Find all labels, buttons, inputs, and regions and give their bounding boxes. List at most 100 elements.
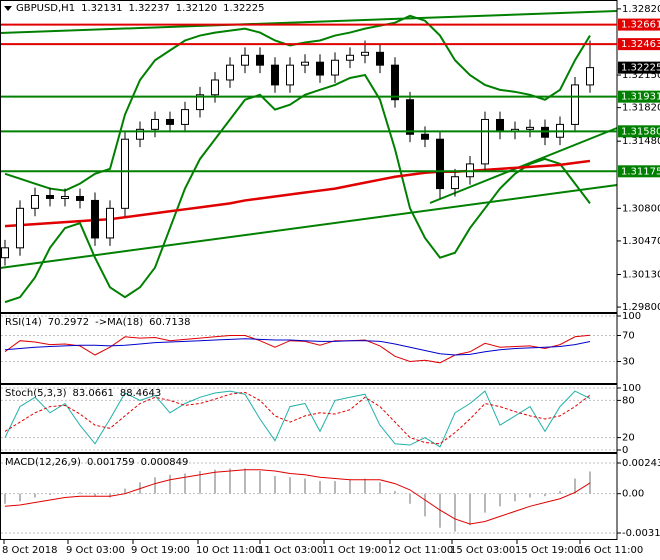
y-tick-label: 1.29800 [622, 302, 660, 313]
histogram-bar [409, 493, 411, 504]
histogram-bar [79, 492, 81, 494]
trend-line [0, 10, 618, 34]
candle-body [301, 61, 309, 66]
histogram-bar [514, 493, 516, 502]
histogram-bar [139, 482, 141, 494]
candle-body [61, 195, 69, 199]
candle-body [16, 207, 24, 249]
histogram-bar [529, 493, 531, 498]
histogram-bar [559, 491, 561, 494]
ohlc-value: 1.32237 [128, 3, 169, 14]
level-label: 1.32463 [621, 39, 660, 50]
candle-body [46, 194, 54, 199]
histogram-bar [94, 493, 96, 497]
indicator-value: 83.0661 [72, 388, 113, 399]
histogram-bar [304, 478, 306, 494]
candle-body [211, 79, 219, 96]
level-label: 1.31931 [621, 92, 660, 103]
candle-body [526, 126, 534, 130]
histogram-bar [379, 482, 381, 494]
indicator-line [4, 391, 591, 445]
histogram-bar [364, 478, 366, 494]
candle-body [571, 84, 579, 125]
indicator-line [4, 334, 591, 364]
histogram-bar [334, 481, 336, 494]
candle-body [376, 51, 384, 66]
y-tick-label: 1.31480 [622, 136, 660, 147]
candle-body [496, 118, 504, 132]
x-tick-label: 8 Oct 2018 [2, 545, 57, 556]
candle-body [136, 128, 144, 140]
indicator-line [4, 469, 591, 525]
indicator-value: 60.7138 [149, 317, 190, 328]
panel-frame [0, 0, 618, 313]
y-tick-label: 1.31820 [622, 103, 660, 114]
indicator-name: Stoch(5,3,3) [5, 388, 67, 399]
histogram-bar [4, 493, 6, 504]
candle-body [181, 109, 189, 125]
candle-body [106, 207, 114, 239]
level-label: 1.31580 [621, 126, 660, 137]
histogram-bar [574, 478, 576, 494]
y-tick-label: 1.32820 [622, 4, 660, 15]
histogram-bar [19, 493, 21, 502]
candle-body [166, 118, 174, 125]
histogram-bar [124, 488, 126, 494]
y-tick-label: 20 [622, 433, 635, 444]
histogram-bar [229, 468, 231, 494]
level-label-box [618, 125, 660, 138]
x-tick-label: 15 Oct 03:00 [450, 545, 515, 556]
current-price-label: 1.32225 [621, 63, 660, 74]
histogram-bar [484, 493, 486, 513]
candle-body [421, 133, 429, 140]
histogram-bar [259, 470, 261, 494]
y-tick-label: 1.30800 [622, 203, 660, 214]
histogram-bar [319, 481, 321, 494]
histogram-bar [394, 491, 396, 494]
indicator-value: 0.000849 [141, 457, 189, 468]
candle-body [346, 54, 354, 61]
y-tick-label: 0 [622, 445, 628, 456]
panel-frame [0, 453, 618, 540]
indicator-name: MACD(12,26,9) [5, 457, 81, 468]
indicator-header: Stoch(5,3,3) 83.0661 88.4643 [5, 388, 161, 399]
candle-body [121, 138, 129, 209]
trend-line [0, 184, 618, 269]
chart-header: GBPUSD,H1 1.32131 1.32237 1.32120 1.32225 [16, 3, 265, 14]
histogram-bar [274, 476, 276, 494]
candle-body [391, 64, 399, 101]
ohlc-value: 1.32120 [176, 3, 217, 14]
level-label-box [618, 38, 660, 51]
level-label-box [618, 90, 660, 103]
histogram-bar [109, 493, 111, 498]
indicator-value: 70.2972 [48, 317, 89, 328]
y-tick-label: 100 [622, 311, 641, 322]
y-tick-label: -0.003115 [622, 528, 660, 539]
indicator-line [4, 338, 591, 356]
symbol: GBPUSD,H1 [16, 3, 75, 14]
histogram-bar [349, 479, 351, 494]
indicator-value: 88.4643 [120, 388, 161, 399]
x-tick-label: 9 Oct 03:00 [66, 545, 125, 556]
candle-body [196, 94, 204, 111]
x-tick-label: 12 Oct 11:00 [388, 545, 453, 556]
level-label-box [618, 165, 660, 178]
histogram-bar [469, 493, 471, 526]
x-tick-label: 10 Oct 11:00 [196, 545, 261, 556]
candle-body [151, 118, 159, 130]
candle-body [31, 194, 39, 209]
candle-body [241, 54, 249, 66]
y-tick-label: 0.002431 [622, 458, 660, 469]
y-tick-label: 70 [622, 331, 635, 342]
trend-line [429, 127, 618, 204]
histogram-bar [499, 493, 501, 507]
indicator-line [4, 390, 591, 448]
y-tick-label: 1.30130 [622, 269, 660, 280]
histogram-bar [244, 468, 246, 494]
histogram-bar [34, 493, 36, 498]
x-tick-label: 15 Oct 19:00 [515, 545, 580, 556]
ohlc-value: 1.32225 [223, 3, 264, 14]
panel-frame [0, 384, 618, 453]
candle-body [331, 59, 339, 76]
